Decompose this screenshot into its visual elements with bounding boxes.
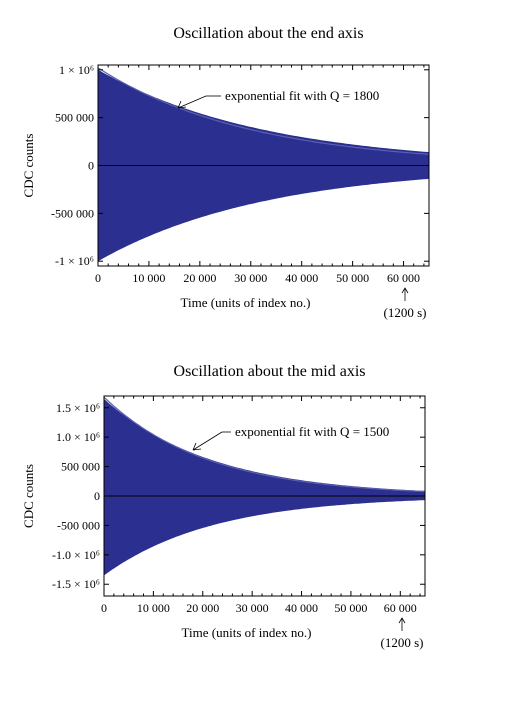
- end-axis-fit-arrow-line: [177, 95, 207, 109]
- mid-axis-x-tick-label: 20 000: [186, 601, 219, 615]
- mid-axis-oscillation-envelope: [104, 398, 425, 576]
- mid-axis-x-tick-label: 60 000: [384, 601, 417, 615]
- end-axis-exponential-fit-line: [97, 67, 430, 155]
- end-axis-x-tick-label: 60 000: [387, 271, 420, 285]
- mid-axis-time-marker-label: (1200 s): [381, 635, 424, 650]
- end-axis-y-axis-label: CDC counts: [21, 134, 36, 198]
- mid-axis-x-axis-label: Time (units of index no.): [182, 625, 312, 640]
- mid-axis-fit-arrow-head: [192, 442, 202, 451]
- mid-axis-fit-arrow-line: [192, 431, 223, 451]
- mid-axis-x-tick-label: 40 000: [285, 601, 318, 615]
- mid-axis-y-axis-label: CDC counts: [21, 464, 36, 528]
- end-axis-y-tick-label: -1 × 10⁶: [55, 254, 94, 268]
- mid-axis-y-tick-label: 1.5 × 10⁶: [56, 401, 100, 415]
- end-axis-y-tick-label: 1 × 10⁶: [59, 63, 94, 77]
- mid-axis-x-tick-label: 30 000: [236, 601, 269, 615]
- mid-axis-y-tick-label: -500 000: [57, 518, 100, 532]
- mid-axis-chart-title: Oscillation about the mid axis: [174, 363, 366, 380]
- mid-axis-y-tick-label: -1.5 × 10⁶: [52, 577, 100, 591]
- end-axis-x-tick-label: 10 000: [132, 271, 165, 285]
- end-axis-time-marker-label: (1200 s): [384, 305, 427, 320]
- mid-axis-exponential-fit-line: [103, 396, 426, 493]
- mid-axis-x-tick-label: 50 000: [334, 601, 367, 615]
- end-axis-y-tick-label: 0: [88, 159, 94, 173]
- end-axis-fit-annotation: exponential fit with Q = 1800: [225, 88, 379, 103]
- end-axis-fit-arrow-head: [177, 100, 187, 109]
- mid-axis-x-tick-label: 10 000: [137, 601, 170, 615]
- end-axis-chart-title: Oscillation about the end axis: [173, 25, 363, 42]
- mid-axis-y-tick-label: 1.0 × 10⁶: [56, 430, 100, 444]
- end-axis-x-tick-label: 30 000: [234, 271, 267, 285]
- mid-axis-y-tick-label: -1.0 × 10⁶: [52, 548, 100, 562]
- end-axis-x-tick-label: 0: [95, 271, 101, 285]
- end-axis-y-tick-label: -500 000: [51, 206, 94, 220]
- end-axis-y-tick-label: 500 000: [55, 111, 94, 125]
- mid-axis-y-tick-label: 0: [94, 489, 100, 503]
- end-axis-x-tick-label: 20 000: [183, 271, 216, 285]
- mid-axis-y-tick-label: 500 000: [61, 460, 100, 474]
- end-axis-x-tick-label: 40 000: [285, 271, 318, 285]
- end-axis-x-axis-label: Time (units of index no.): [181, 295, 311, 310]
- end-axis-x-tick-label: 50 000: [336, 271, 369, 285]
- mid-axis-x-tick-label: 0: [101, 601, 107, 615]
- mid-axis-time-marker-arrowhead: [398, 617, 406, 624]
- end-axis-time-marker-arrowhead: [401, 287, 409, 294]
- mid-axis-fit-annotation: exponential fit with Q = 1500: [235, 424, 389, 439]
